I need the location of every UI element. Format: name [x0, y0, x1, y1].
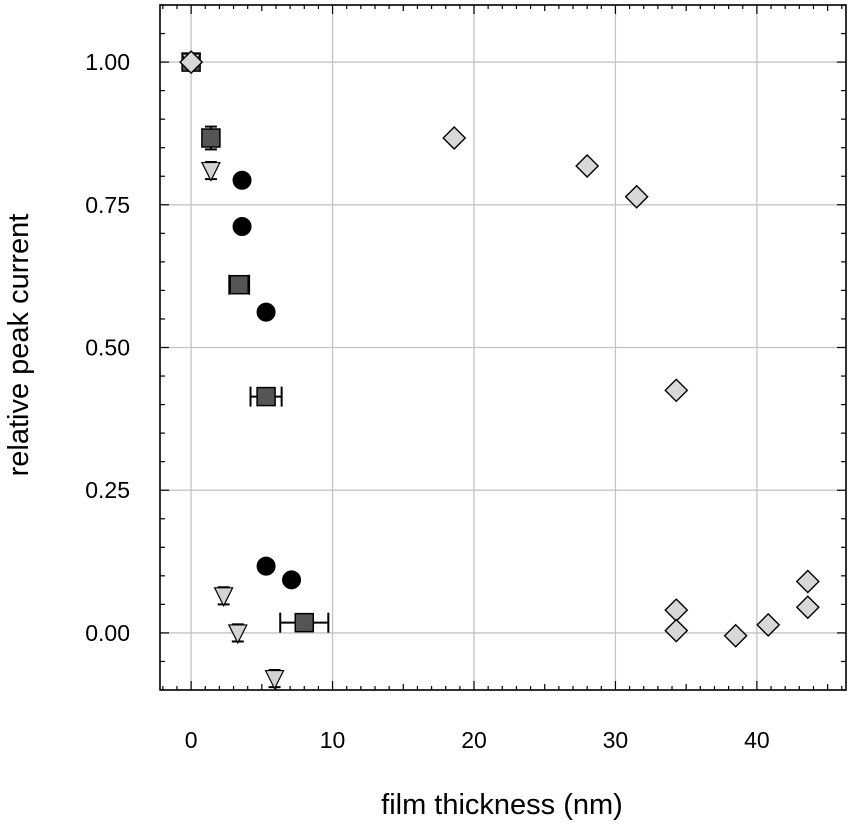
axis-ticks — [160, 4, 846, 691]
diamond-marker — [795, 569, 820, 594]
y-axis-label: relative peak current — [3, 214, 35, 477]
square-marker — [294, 612, 315, 633]
diamond-marker — [664, 378, 689, 403]
y-tick-label: 0.25 — [85, 477, 130, 503]
diamond-marker — [624, 184, 649, 209]
y-tick-label: 0.75 — [85, 192, 130, 218]
x-tick-label: 0 — [185, 727, 198, 753]
triangle-marker — [264, 669, 285, 690]
diamond-marker — [756, 612, 781, 637]
x-tick-label: 40 — [744, 727, 770, 753]
square-marker — [201, 128, 221, 148]
diamond-marker — [664, 598, 689, 623]
triangle-marker — [213, 587, 234, 608]
circle-marker — [232, 216, 252, 236]
triangle-marker — [200, 161, 221, 182]
y-tick-label: 0.00 — [85, 620, 130, 646]
x-tick-label: 20 — [461, 727, 487, 753]
circle-marker — [232, 170, 252, 190]
diamond-marker — [179, 50, 204, 75]
y-tick-label: 0.50 — [85, 335, 130, 361]
x-axis-label: film thickness (nm) — [381, 789, 623, 821]
diamond-marker — [664, 618, 689, 643]
grid-lines — [160, 5, 846, 690]
square-marker — [229, 274, 249, 295]
y-tick-label: 1.00 — [85, 49, 130, 75]
diamond-marker — [795, 595, 820, 620]
x-tick-label: 30 — [603, 727, 629, 753]
triangle-marker — [227, 624, 248, 645]
diamond-marker — [442, 126, 467, 150]
circle-marker — [256, 302, 276, 322]
x-tick-label: 10 — [320, 727, 346, 753]
circle-marker — [256, 556, 276, 576]
diamond-marker — [723, 623, 748, 648]
diamond-marker — [575, 153, 600, 178]
data-markers — [179, 50, 820, 690]
circle-marker — [282, 570, 302, 590]
square-marker — [256, 386, 276, 407]
tick-labels: 0 10 20 30 40 0.00 0.25 0.50 0.75 1.00 — [85, 49, 769, 753]
